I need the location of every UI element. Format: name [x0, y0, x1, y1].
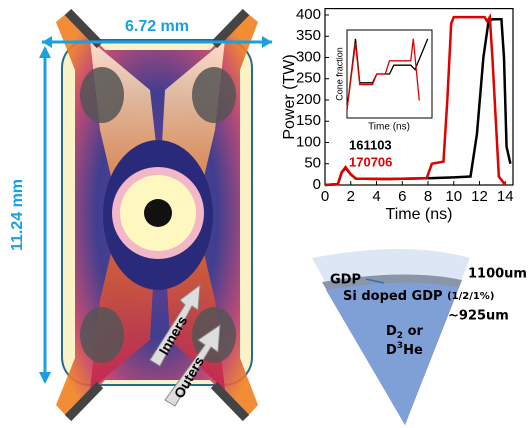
inner-radius-label: ~925um — [448, 309, 509, 324]
fuel-label: D2 or — [386, 324, 424, 341]
y-tick-label: 100 — [296, 133, 321, 150]
y-tick-label: 150 — [296, 112, 321, 129]
y-tick-label: 250 — [296, 70, 321, 87]
outer-radius-label: 1100um — [468, 267, 527, 282]
x-tick-label: 4 — [372, 188, 380, 205]
legend-entry: 170706 — [349, 154, 392, 169]
x-tick-label: 6 — [398, 188, 406, 205]
y-tick-label: 50 — [304, 155, 321, 172]
x-tick-label: 2 — [347, 188, 355, 205]
width-label: 6.72 mm — [125, 18, 189, 35]
figure: 6.72 mm 11.24 mm Inners Outers 050100150… — [0, 0, 532, 428]
y-tick-label: 400 — [296, 6, 321, 23]
x-tick-label: 8 — [424, 188, 432, 205]
ablator-label: GDP — [330, 273, 361, 288]
hohlraum-image — [39, 12, 272, 418]
x-axis-label: Time (ns) — [386, 206, 453, 223]
inset-x-label: Time (ns) — [368, 122, 410, 133]
height-label: 11.24 mm — [9, 179, 26, 251]
x-tick-label: 14 — [497, 188, 514, 205]
y-tick-label: 200 — [296, 91, 321, 108]
fuel-label: D3He — [386, 341, 423, 358]
legend-entry: 161103 — [349, 137, 392, 152]
y-tick-label: 0 — [313, 176, 321, 193]
y-tick-label: 350 — [296, 27, 321, 44]
x-tick-label: 0 — [321, 188, 329, 205]
x-tick-label: 10 — [445, 188, 462, 205]
inset-y-label: Cone fraction — [334, 47, 344, 101]
y-axis-label: Power (TW) — [281, 54, 298, 139]
y-tick-label: 300 — [296, 48, 321, 65]
x-tick-label: 12 — [471, 188, 488, 205]
dopant-label: Si doped GDP (1/2/1%) — [343, 289, 494, 304]
